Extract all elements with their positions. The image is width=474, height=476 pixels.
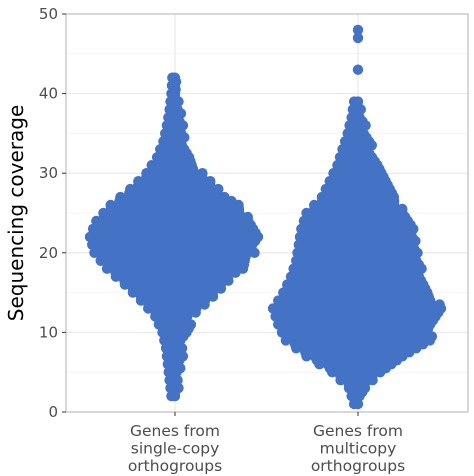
y-tick-label: 20 bbox=[39, 244, 58, 262]
panel-border bbox=[65, 13, 469, 413]
data-point bbox=[242, 211, 253, 223]
x-axis: Genes from single-copy orthogroups Genes fr… bbox=[128, 412, 405, 475]
y-axis: 0 10 20 30 40 50 bbox=[39, 5, 66, 421]
data-point bbox=[169, 359, 181, 370]
data-point bbox=[169, 375, 181, 386]
data-point bbox=[309, 199, 320, 211]
data-point bbox=[352, 64, 364, 75]
x-tick-label: Genes from single-copy orthogroups bbox=[128, 422, 222, 475]
data-point bbox=[205, 176, 216, 187]
data-point bbox=[301, 207, 312, 219]
data-point bbox=[434, 299, 445, 310]
data-point bbox=[169, 80, 181, 91]
data-point bbox=[352, 96, 364, 107]
data-point bbox=[352, 382, 364, 394]
data-point bbox=[352, 112, 364, 123]
y-tick-label: 40 bbox=[39, 85, 58, 103]
data-point bbox=[169, 72, 181, 83]
y-tick-label: 10 bbox=[39, 323, 58, 341]
y-tick-label: 30 bbox=[39, 164, 58, 182]
data-point bbox=[125, 183, 136, 195]
data-point bbox=[397, 203, 408, 215]
data-point bbox=[352, 24, 364, 36]
y-axis-title: Sequencing coverage bbox=[4, 105, 28, 321]
data-point bbox=[169, 343, 181, 354]
data-point bbox=[352, 398, 364, 410]
data-point bbox=[115, 191, 126, 203]
data-point bbox=[352, 104, 364, 115]
data-point bbox=[169, 390, 181, 402]
data-point bbox=[213, 183, 224, 195]
data-point bbox=[133, 176, 144, 187]
data-point bbox=[169, 96, 181, 107]
data-point bbox=[169, 104, 181, 115]
data-point bbox=[169, 88, 181, 99]
data-point bbox=[197, 168, 208, 179]
data-point bbox=[169, 112, 181, 123]
data-point bbox=[169, 351, 181, 362]
data-point bbox=[352, 32, 364, 44]
y-tick-label: 50 bbox=[39, 5, 58, 23]
points-layer bbox=[84, 24, 447, 410]
x-tick-label: Genes from multicopy orthogroups bbox=[311, 422, 405, 475]
data-point bbox=[105, 199, 116, 211]
y-tick-label: 0 bbox=[48, 403, 58, 421]
data-point bbox=[169, 367, 181, 378]
data-point bbox=[352, 120, 364, 131]
